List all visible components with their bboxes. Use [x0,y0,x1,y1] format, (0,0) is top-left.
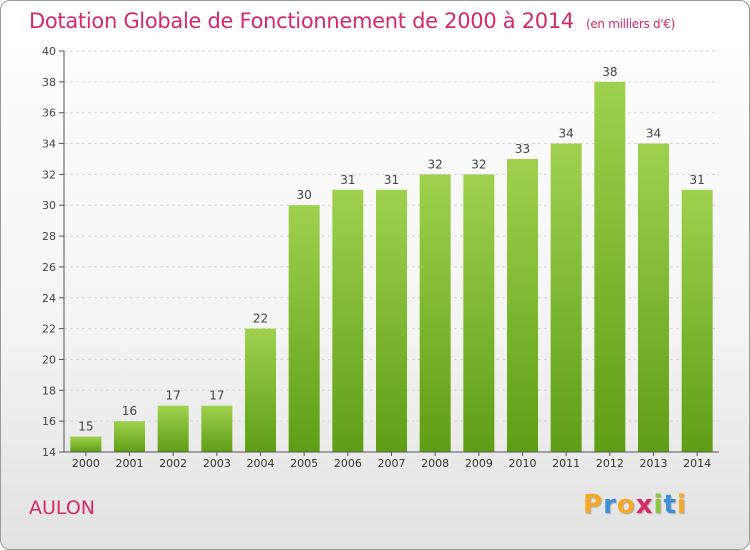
x-tick-label: 2010 [509,457,537,470]
bar-2011 [550,143,582,453]
y-tick-label: 18 [42,384,56,397]
logo-letter: i [676,490,687,520]
chart-title-text: Dotation Globale de Fonctionnement de 20… [29,9,574,33]
commune-name: AULON [29,497,95,519]
bar-2007 [376,189,407,453]
y-tick-label: 22 [42,323,56,336]
x-tick-label: 2008 [421,457,449,470]
y-tick-label: 20 [42,353,56,366]
data-label: 15 [78,420,93,434]
logo-letter: r [603,490,617,520]
bar-2009 [463,174,495,452]
logo-letter: t [663,490,677,520]
x-tick-label: 2007 [378,457,406,470]
bar-2000 [70,436,102,452]
labels: 14 16 18 20 22 24 26 28 30 32 34 36 38 40 2000 15 2001 16… [42,45,711,470]
bar-2013 [638,143,669,453]
x-tick-label: 2004 [247,457,275,470]
y-tick-label: 32 [42,168,56,181]
y-tick-label: 24 [42,292,56,305]
bar-2004 [245,328,276,452]
bar-2012 [594,81,626,452]
data-label: 31 [384,173,399,187]
x-tick-label: 2001 [116,457,144,470]
data-label: 17 [166,389,181,403]
data-label: 34 [646,127,661,141]
y-tick-label: 16 [42,415,56,428]
chart-title: Dotation Globale de Fonctionnement de 20… [29,9,675,33]
axes [59,50,719,456]
y-tick-label: 30 [42,199,56,212]
x-tick-label: 2000 [72,457,100,470]
y-tick-label: 40 [42,45,56,58]
bar-2014 [681,189,713,453]
bar-2006 [332,189,364,453]
y-tick-label: 26 [42,261,56,274]
logo-letter: i [653,490,664,520]
data-label: 22 [253,312,268,326]
y-tick-label: 34 [42,138,56,151]
bar-2005 [288,205,320,452]
x-tick-label: 2014 [683,457,711,470]
data-label: 31 [340,173,355,187]
data-label: 34 [559,127,574,141]
data-label: 32 [471,157,486,171]
proxiti-logo: Proxiti [583,490,687,520]
data-label: 30 [297,188,312,202]
data-label: 32 [428,157,443,171]
x-tick-label: 2009 [465,457,493,470]
bars [70,81,713,453]
x-tick-label: 2005 [290,457,318,470]
y-tick-label: 28 [42,230,56,243]
x-tick-label: 2003 [203,457,231,470]
bar-2001 [114,421,145,452]
logo-letter: x [635,490,654,520]
y-tick-label: 14 [42,446,56,459]
data-label: 16 [122,404,137,418]
logo-letter: o [616,490,636,520]
logo-letter: P [583,490,604,520]
x-tick-label: 2006 [334,457,362,470]
data-label: 38 [602,65,617,79]
x-tick-label: 2002 [159,457,187,470]
data-label: 33 [515,142,530,156]
y-tick-label: 36 [42,107,56,120]
bar-2008 [419,174,451,452]
x-tick-label: 2012 [596,457,624,470]
x-tick-label: 2013 [640,457,668,470]
data-label: 31 [690,173,705,187]
x-tick-label: 2011 [552,457,580,470]
bar-2010 [507,158,538,452]
bar-2003 [201,405,233,452]
y-tick-label: 38 [42,76,56,89]
unit-label: (en milliers d'€) [585,17,675,31]
bar-2002 [157,405,189,452]
data-label: 17 [209,389,224,403]
